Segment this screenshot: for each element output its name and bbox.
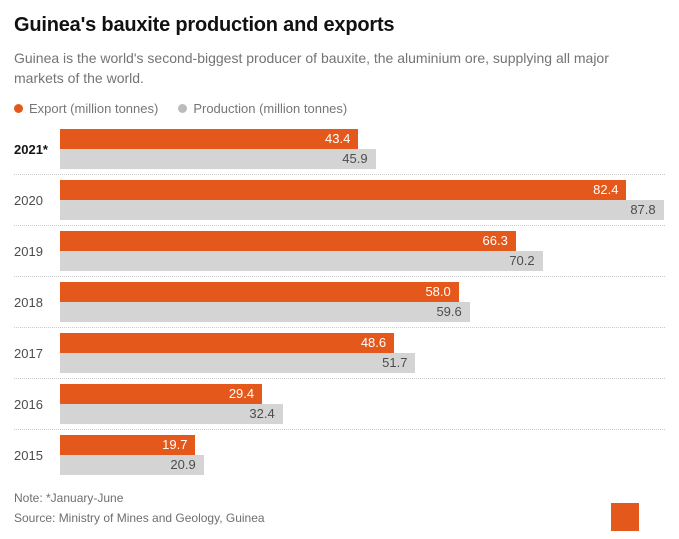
- bar-chart: 2021* 43.4 45.9 2020 82.4 87.8 2019 66.3 70.2 201…: [14, 129, 665, 476]
- chart-subtitle: Guinea is the world's second-biggest pro…: [14, 50, 609, 86]
- category-label: 2016: [14, 396, 43, 412]
- chart-row: 2019 66.3 70.2: [14, 226, 665, 278]
- value-label: 82.4: [593, 182, 619, 198]
- legend-item-production: Production (million tonnes): [178, 101, 347, 116]
- chart-row: 2017 48.6 51.7: [14, 328, 665, 380]
- value-label: 70.2: [509, 253, 535, 269]
- production-bar: 87.8: [60, 200, 664, 221]
- category-label: 2020: [14, 192, 43, 208]
- chart-legend: Export (million tonnes) Production (mill…: [14, 100, 665, 116]
- value-label: 20.9: [170, 457, 196, 473]
- chart-row: 2015 19.7 20.9: [14, 430, 665, 476]
- production-bar: 20.9: [60, 455, 204, 476]
- production-bar: 32.4: [60, 404, 283, 425]
- legend-item-export: Export (million tonnes): [14, 101, 158, 116]
- bar-group: 43.4 45.9: [60, 129, 665, 170]
- export-bar: 19.7: [60, 435, 196, 456]
- category-label: 2017: [14, 345, 43, 361]
- chart-footer: Note: *January-June Source: Ministry of …: [14, 491, 665, 525]
- legend-label-production: Production (million tonnes): [193, 100, 348, 116]
- value-label: 66.3: [482, 233, 508, 249]
- category-label: 2019: [14, 243, 43, 259]
- value-label: 19.7: [162, 437, 188, 453]
- export-bar: 48.6: [60, 333, 395, 354]
- bar-group: 29.4 32.4: [60, 384, 665, 425]
- export-bar: 58.0: [60, 282, 459, 303]
- production-bar: 70.2: [60, 251, 543, 272]
- export-bar: 43.4: [60, 129, 359, 150]
- source-line: Source: Ministry of Mines and Geology, G…: [14, 510, 265, 525]
- category-label: 2015: [14, 447, 43, 463]
- production-bar: 59.6: [60, 302, 470, 323]
- chart-row: 2020 82.4 87.8: [14, 175, 665, 227]
- chart-row: 2016 29.4 32.4: [14, 379, 665, 431]
- footnote: Note: *January-June: [14, 491, 124, 506]
- production-legend-dot-icon: [178, 103, 188, 113]
- bar-group: 58.0 59.6: [60, 282, 665, 323]
- value-label: 29.4: [228, 386, 255, 402]
- category-label: 2018: [14, 294, 43, 310]
- bar-group: 48.6 51.7: [60, 333, 665, 374]
- production-bar: 51.7: [60, 353, 416, 374]
- brand-logo: [611, 503, 639, 531]
- chart-card: Guinea's bauxite production and exports …: [14, 14, 665, 525]
- page-title: Guinea's bauxite production and exports: [14, 14, 395, 36]
- chart-row: 2018 58.0 59.6: [14, 277, 665, 329]
- production-bar: 45.9: [60, 149, 376, 170]
- export-bar: 66.3: [60, 231, 516, 252]
- category-label: 2021*: [14, 141, 48, 157]
- value-label: 58.0: [425, 284, 451, 300]
- value-label: 45.9: [342, 151, 368, 167]
- value-label: 32.4: [249, 406, 275, 422]
- export-bar: 82.4: [60, 180, 627, 201]
- bar-group: 66.3 70.2: [60, 231, 665, 272]
- legend-label-export: Export (million tonnes): [29, 100, 159, 116]
- value-label: 48.6: [360, 335, 387, 351]
- export-legend-dot-icon: [14, 103, 23, 113]
- value-label: 43.4: [325, 131, 351, 147]
- export-bar: 29.4: [60, 384, 263, 405]
- value-label: 51.7: [382, 355, 408, 371]
- value-label: 59.6: [436, 304, 462, 320]
- chart-row: 2021* 43.4 45.9: [14, 129, 665, 176]
- bar-group: 82.4 87.8: [60, 180, 665, 221]
- value-label: 87.8: [630, 202, 656, 218]
- bar-group: 19.7 20.9: [60, 435, 665, 476]
